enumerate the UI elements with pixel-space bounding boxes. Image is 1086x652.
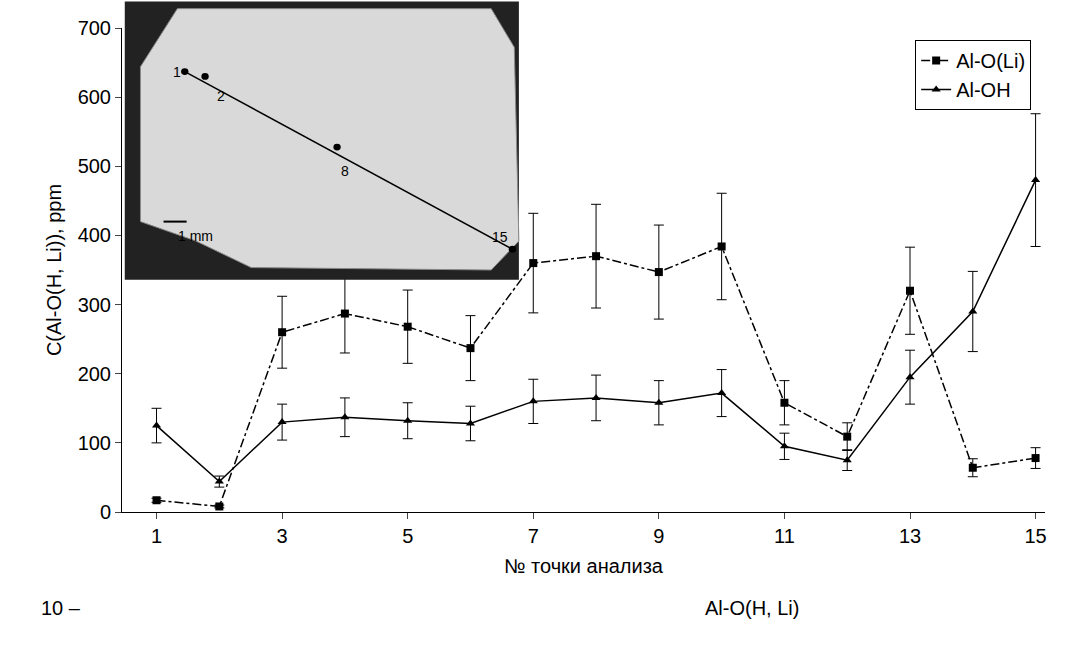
svg-text:2: 2 — [217, 88, 225, 104]
svg-text:1: 1 — [151, 525, 162, 547]
svg-text:Al-O(Li): Al-O(Li) — [956, 50, 1025, 72]
svg-text:Al-O(H, Li): Al-O(H, Li) — [705, 597, 799, 619]
svg-text:13: 13 — [899, 525, 921, 547]
svg-text:400: 400 — [78, 224, 111, 246]
svg-text:500: 500 — [78, 155, 111, 177]
svg-text:1: 1 — [173, 64, 181, 80]
svg-text:11: 11 — [774, 525, 795, 547]
svg-text:Al-OH: Al-OH — [956, 79, 1010, 101]
svg-text:15: 15 — [492, 229, 508, 245]
svg-text:C(Al-O(H, Li)), ppm: C(Al-O(H, Li)), ppm — [43, 184, 65, 356]
svg-text:1 mm: 1 mm — [178, 228, 213, 244]
svg-text:0: 0 — [100, 501, 111, 523]
svg-text:200: 200 — [78, 363, 111, 385]
svg-text:3: 3 — [277, 525, 288, 547]
svg-text:100: 100 — [78, 432, 111, 454]
svg-text:15: 15 — [1024, 525, 1046, 547]
svg-text:№ точки анализа: № точки анализа — [504, 555, 664, 577]
svg-text:10 –: 10 – — [41, 597, 81, 619]
svg-text:7: 7 — [528, 525, 539, 547]
svg-text:300: 300 — [78, 294, 111, 316]
svg-text:700: 700 — [78, 17, 111, 39]
svg-text:5: 5 — [402, 525, 413, 547]
svg-text:600: 600 — [78, 86, 111, 108]
svg-text:9: 9 — [653, 525, 664, 547]
svg-text:8: 8 — [341, 163, 349, 179]
